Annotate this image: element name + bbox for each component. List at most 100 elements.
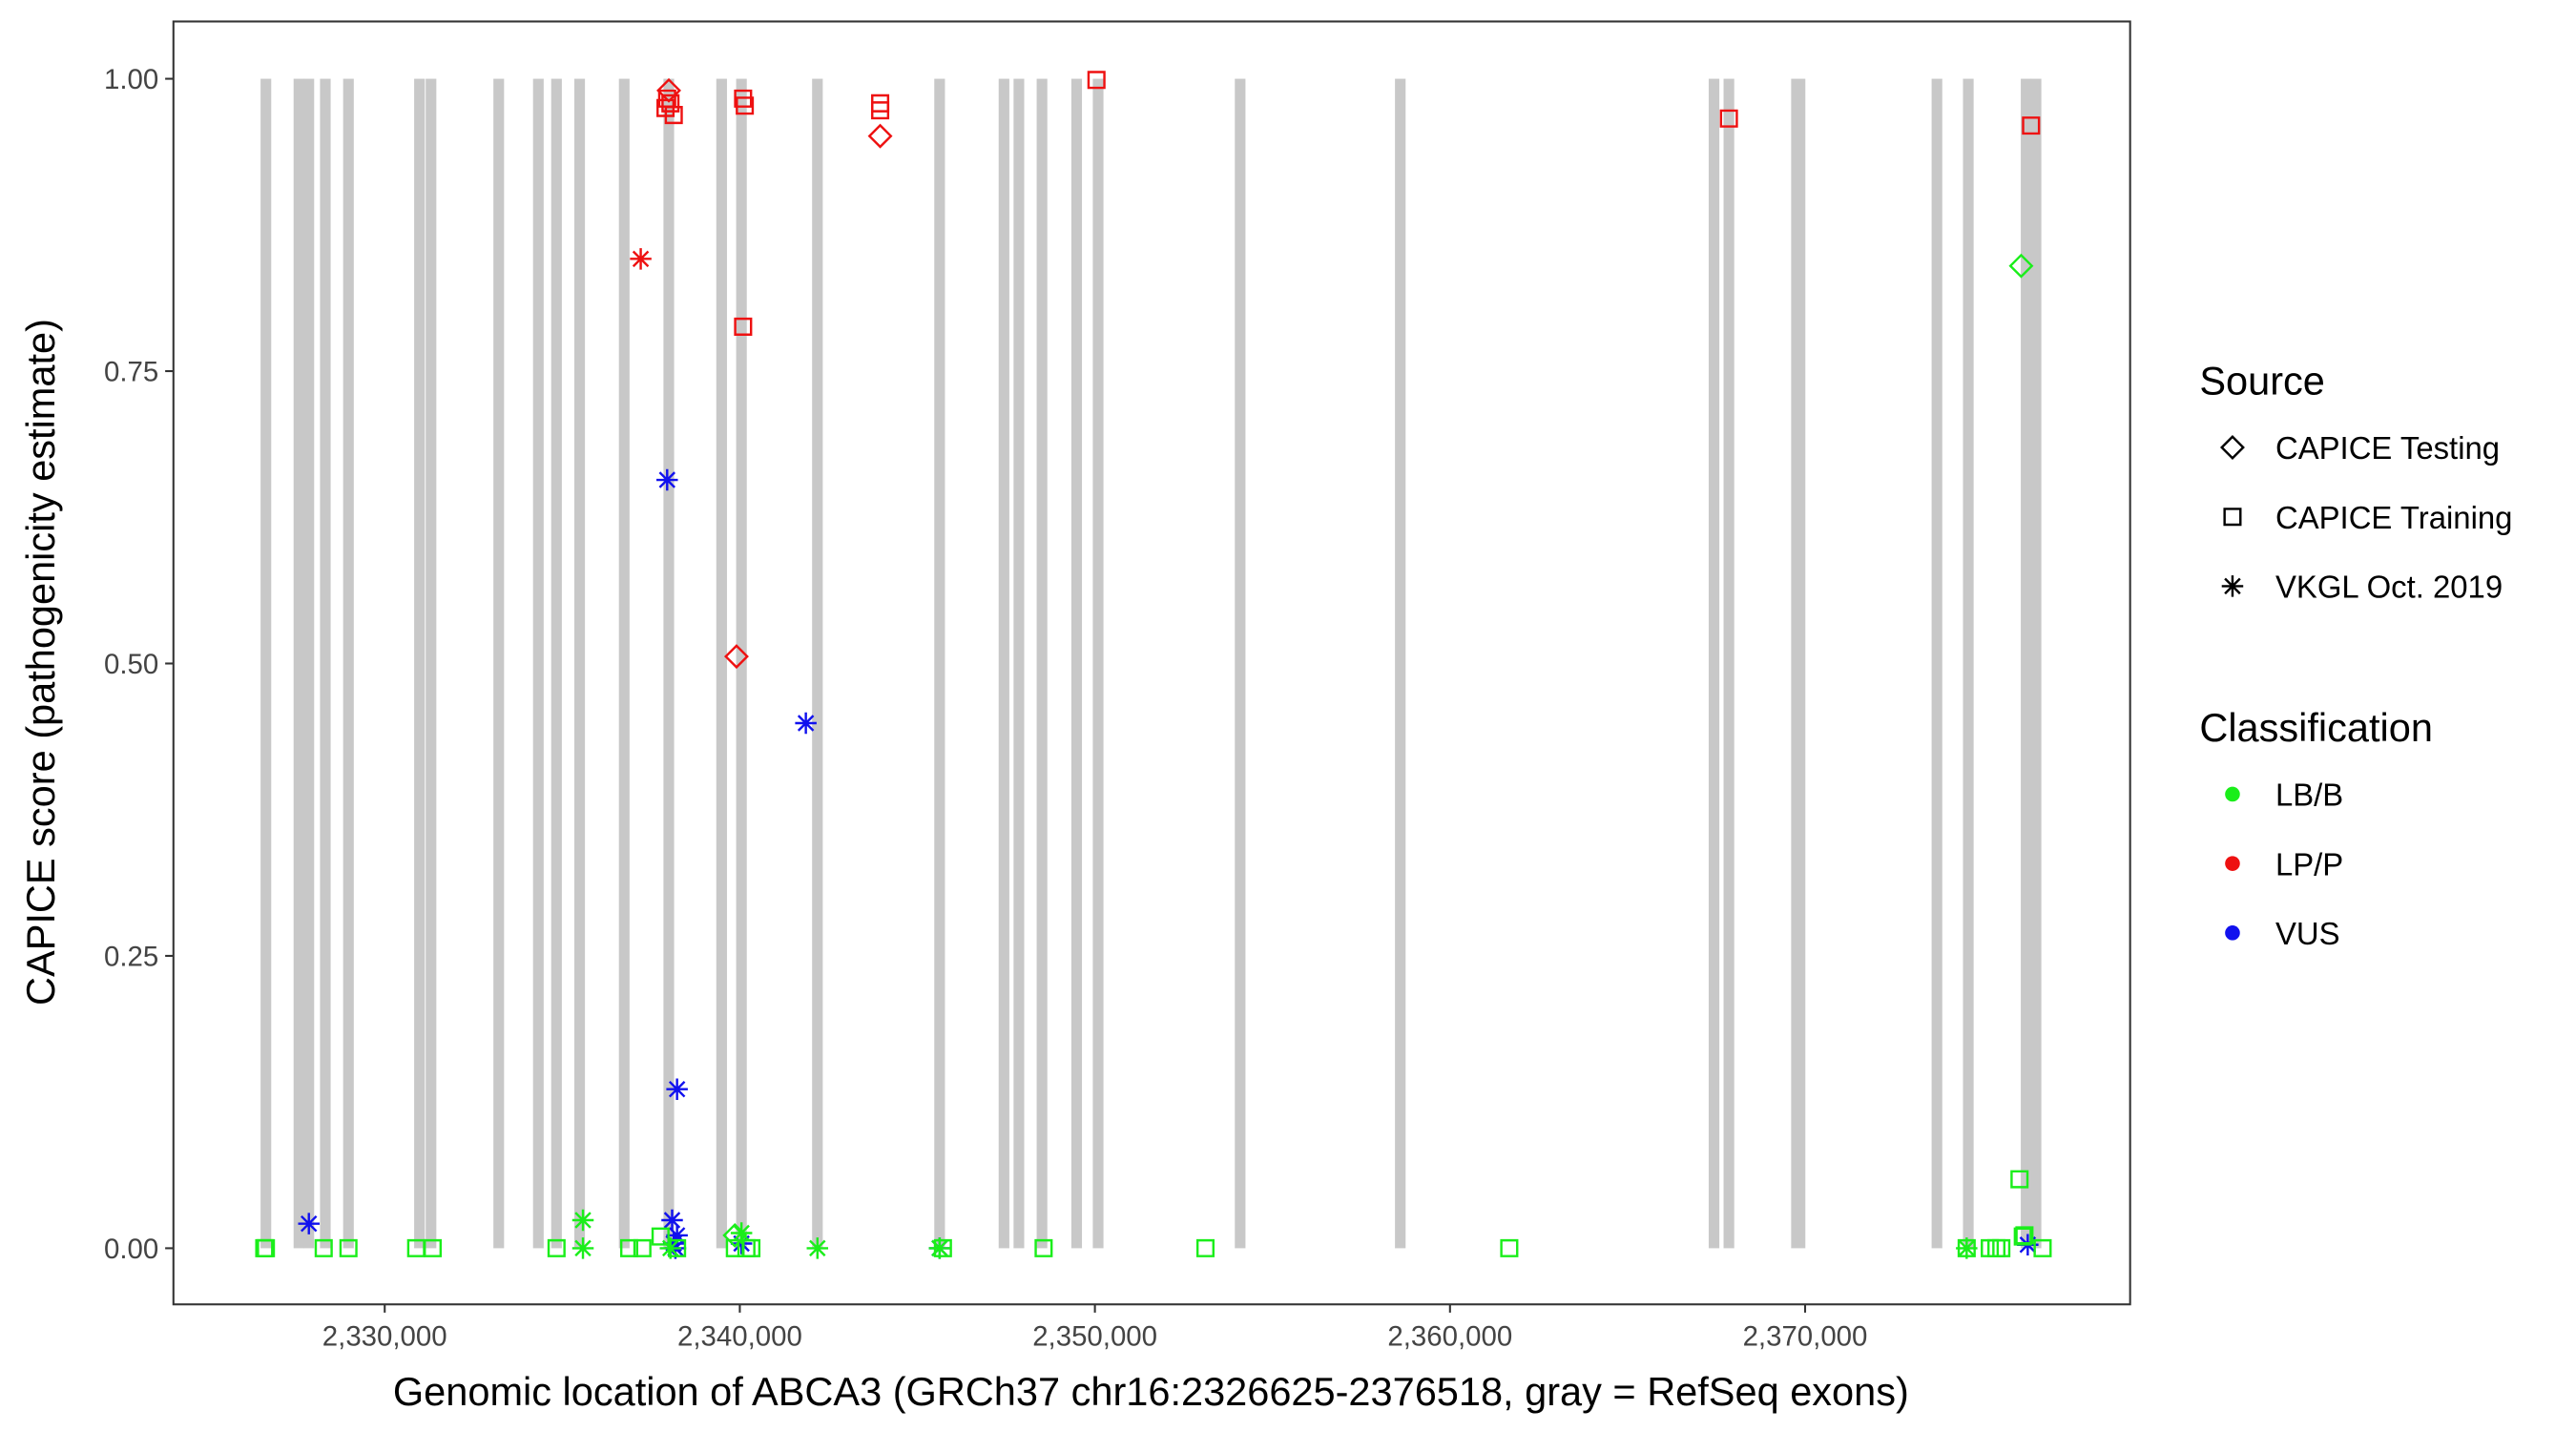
y-tick-label: 0.75 <box>104 356 158 387</box>
data-point <box>1992 1238 2011 1257</box>
y-tick-label: 0.25 <box>104 941 158 972</box>
data-point <box>630 248 652 270</box>
x-tick-label: 2,340,000 <box>677 1321 802 1353</box>
data-point <box>1719 109 1738 128</box>
exon <box>293 78 304 1249</box>
exon <box>1070 78 1083 1249</box>
exon <box>2021 78 2032 1249</box>
data-point <box>661 93 680 113</box>
data-point <box>666 1224 688 1247</box>
data-point <box>734 89 753 108</box>
y-tick-label: 0.50 <box>104 649 158 680</box>
data-point <box>257 1238 276 1257</box>
data-point <box>806 1237 829 1259</box>
data-point <box>1195 1238 1215 1257</box>
data-point <box>742 1238 761 1257</box>
legend-swatch <box>2225 856 2240 871</box>
exon <box>998 78 1009 1249</box>
data-point <box>736 96 755 115</box>
exon <box>663 78 675 1249</box>
data-point <box>1500 1238 1519 1257</box>
data-point <box>1957 1238 1976 1257</box>
exon <box>1036 78 1048 1249</box>
data-point <box>867 123 893 149</box>
legend-label: CAPICE Training <box>2275 500 2513 535</box>
data-point <box>633 1238 652 1257</box>
data-point <box>661 1209 683 1232</box>
data-point <box>1087 71 1106 90</box>
legend-symbol <box>2221 575 2244 597</box>
exon <box>343 78 354 1249</box>
exon <box>1963 78 1974 1249</box>
data-point <box>2010 1170 2029 1189</box>
exon <box>812 78 823 1249</box>
exon <box>716 78 727 1249</box>
legend-symbol <box>2219 435 2245 460</box>
data-point <box>339 1238 358 1257</box>
data-point <box>571 1237 594 1259</box>
y-tick-label: 0.00 <box>104 1234 158 1265</box>
exon <box>2030 78 2042 1249</box>
exon <box>426 78 437 1249</box>
data-point <box>656 98 675 117</box>
exon <box>320 78 331 1249</box>
data-point <box>314 1238 333 1257</box>
exon <box>1235 78 1246 1249</box>
legend-title: Source <box>2199 359 2325 404</box>
exon <box>551 78 562 1249</box>
legend-symbol <box>2223 508 2242 527</box>
exon <box>260 78 272 1249</box>
exon <box>1092 78 1104 1249</box>
y-axis-label: CAPICE score (pathogenicity estimate) <box>18 319 63 1006</box>
legend-label: CAPICE Testing <box>2275 430 2500 466</box>
data-point <box>734 317 753 336</box>
data-point <box>2015 1226 2034 1245</box>
data-point <box>659 1237 681 1259</box>
data-point <box>547 1238 566 1257</box>
x-tick-label: 2,370,000 <box>1743 1321 1868 1353</box>
x-tick-label: 2,330,000 <box>322 1321 447 1353</box>
exon <box>1931 78 1942 1249</box>
exon <box>414 78 426 1249</box>
data-point <box>2013 1227 2032 1246</box>
x-axis-label: Genomic location of ABCA3 (GRCh37 chr16:… <box>393 1369 1909 1414</box>
data-point <box>656 468 678 491</box>
x-tick-label: 2,350,000 <box>1032 1321 1157 1353</box>
point-layer <box>255 71 2052 1259</box>
exon <box>1013 78 1025 1249</box>
data-point <box>2033 1238 2052 1257</box>
data-point <box>933 1238 952 1257</box>
data-point <box>928 1237 951 1259</box>
legend-swatch <box>2225 786 2240 802</box>
exon-layer <box>260 78 2042 1249</box>
data-point <box>871 101 890 120</box>
exon <box>618 78 630 1249</box>
legend-label: VKGL Oct. 2019 <box>2275 570 2503 605</box>
data-point <box>666 1078 688 1100</box>
data-point <box>730 1222 753 1244</box>
exon <box>1791 78 1806 1249</box>
exon <box>303 78 315 1249</box>
legend-title: Classification <box>2199 705 2433 750</box>
exon <box>934 78 945 1249</box>
legend-label: VUS <box>2275 916 2340 951</box>
x-tick-label: 2,360,000 <box>1387 1321 1512 1353</box>
data-point <box>664 106 683 125</box>
data-point <box>723 644 749 670</box>
exon <box>1395 78 1406 1249</box>
data-point <box>2022 116 2041 135</box>
legend-label: LP/P <box>2275 846 2343 881</box>
legend-label: LB/B <box>2275 778 2343 813</box>
exon <box>1723 78 1735 1249</box>
legend-swatch <box>2225 925 2240 941</box>
exon <box>493 78 505 1249</box>
data-point <box>2008 253 2034 279</box>
exon <box>573 78 586 1249</box>
data-point <box>1034 1238 1053 1257</box>
data-point <box>571 1209 594 1232</box>
exon <box>532 78 544 1249</box>
data-point <box>795 712 817 735</box>
data-point <box>1956 1237 1978 1259</box>
